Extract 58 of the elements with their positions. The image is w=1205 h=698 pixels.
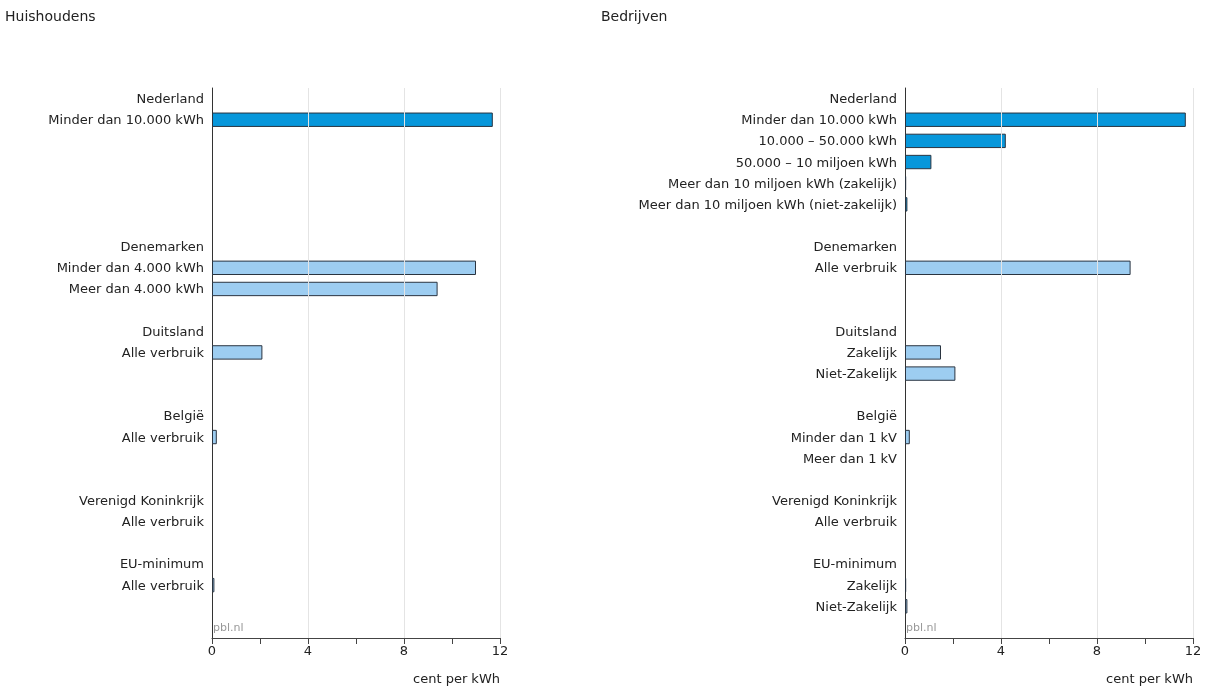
y-tick-label: België xyxy=(163,408,204,424)
bar xyxy=(212,260,476,275)
y-tick-label: EU-minimum xyxy=(812,556,897,572)
y-tick-label: Minder dan 10.000 kWh xyxy=(741,112,897,128)
y-tick-label: Duitsland xyxy=(835,323,897,339)
annotation: pbl.nl xyxy=(213,621,244,634)
y-tick-label: Alle verbruik xyxy=(814,260,898,276)
bar xyxy=(212,429,217,445)
x-tick-label: 8 xyxy=(399,643,409,658)
bar xyxy=(905,112,1186,127)
x-axis-title: cent per kWh xyxy=(1106,671,1193,686)
annotation: pbl.nl xyxy=(906,621,937,634)
y-tick-label: Alle verbruik xyxy=(121,344,205,360)
bar xyxy=(905,366,956,381)
y-tick-label: Alle verbruik xyxy=(814,514,898,530)
y-tick-label: Alle verbruik xyxy=(121,429,205,445)
y-tick-label: Denemarken xyxy=(120,239,204,255)
y-tick-label: Minder dan 1 kV xyxy=(790,429,898,445)
bar xyxy=(905,154,932,170)
y-tick-label: Alle verbruik xyxy=(121,577,205,593)
bar xyxy=(905,345,941,360)
y-tick-label: Meer dan 10 miljoen kWh (zakelijk) xyxy=(668,175,897,191)
y-tick-label: Nederland xyxy=(829,91,897,107)
y-tick-label: Meer dan 1 kV xyxy=(802,450,898,466)
y-tick-label: Minder dan 10.000 kWh xyxy=(48,112,204,128)
bar xyxy=(212,112,493,127)
y-tick-label: Alle verbruik xyxy=(121,514,205,530)
x-tick-label: 12 xyxy=(491,643,509,658)
x-tick-label: 0 xyxy=(900,643,910,658)
bar xyxy=(905,133,1006,149)
y-tick-label: 50.000 – 10 miljoen kWh xyxy=(735,154,897,170)
y-tick-label: Nederland xyxy=(136,91,204,107)
y-tick-label: België xyxy=(856,408,897,424)
x-tick-label: 4 xyxy=(996,643,1006,658)
y-tick-label: Meer dan 10 miljoen kWh (niet-zakelijk) xyxy=(638,196,897,212)
x-tick-label: 4 xyxy=(303,643,313,658)
y-tick-label: EU-minimum xyxy=(119,556,204,572)
x-tick-label: 0 xyxy=(207,643,217,658)
text: Bedrijven xyxy=(601,8,668,24)
y-tick-label: Duitsland xyxy=(142,323,204,339)
bar xyxy=(212,345,263,360)
x-tick-label: 12 xyxy=(1184,643,1202,658)
y-tick-label: Niet-Zakelijk xyxy=(815,366,898,382)
y-tick-label: Meer dan 4.000 kWh xyxy=(68,281,204,297)
x-tick-label: 8 xyxy=(1092,643,1102,658)
y-tick-label: Verenigd Koninkrijk xyxy=(79,493,205,508)
text: Huishoudens xyxy=(5,8,96,24)
y-tick-label: Zakelijk xyxy=(846,577,898,593)
x-axis-title: cent per kWh xyxy=(413,671,500,686)
y-tick-label: Niet-Zakelijk xyxy=(815,598,898,614)
y-tick-label: Denemarken xyxy=(813,239,897,255)
bar xyxy=(905,260,1131,275)
y-tick-label: Verenigd Koninkrijk xyxy=(772,493,898,508)
y-tick-label: 10.000 – 50.000 kWh xyxy=(758,133,897,149)
bar xyxy=(905,429,910,445)
y-tick-label: Zakelijk xyxy=(846,344,898,360)
bar xyxy=(212,281,438,297)
y-tick-label: Minder dan 4.000 kWh xyxy=(56,260,204,276)
